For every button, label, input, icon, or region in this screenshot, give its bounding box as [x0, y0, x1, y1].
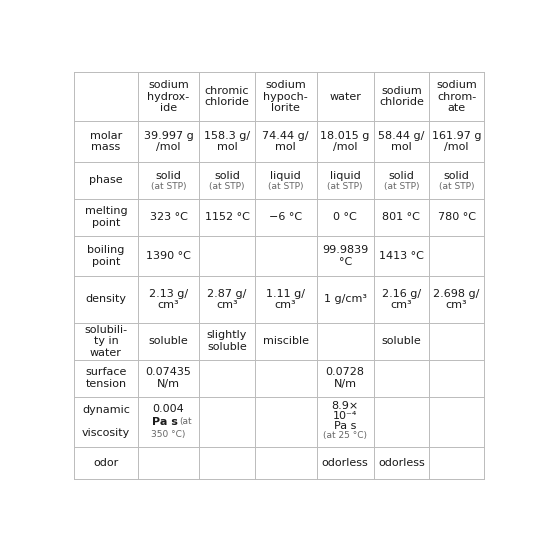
Text: 1.11 g/
cm³: 1.11 g/ cm³: [266, 288, 305, 310]
Text: sodium
hydrox-
ide: sodium hydrox- ide: [147, 80, 190, 113]
Text: (at STP): (at STP): [268, 183, 304, 191]
Text: 2.13 g/
cm³: 2.13 g/ cm³: [149, 288, 188, 310]
Text: solid: solid: [389, 171, 414, 181]
Text: 0 °C: 0 °C: [334, 212, 357, 222]
Text: miscible: miscible: [263, 336, 308, 346]
Text: Pa s: Pa s: [334, 421, 356, 431]
Text: 158.3 g/
mol: 158.3 g/ mol: [204, 131, 250, 153]
Text: 0.07435
N/m: 0.07435 N/m: [146, 367, 191, 389]
Text: 2.698 g/
cm³: 2.698 g/ cm³: [433, 288, 480, 310]
Text: water: water: [329, 92, 361, 101]
Text: 39.997 g
/mol: 39.997 g /mol: [144, 131, 193, 153]
Text: 2.87 g/
cm³: 2.87 g/ cm³: [208, 288, 247, 310]
Text: 161.97 g
/mol: 161.97 g /mol: [432, 131, 481, 153]
Text: slightly
soluble: slightly soluble: [207, 330, 247, 352]
Text: soluble: soluble: [149, 336, 189, 346]
Text: density: density: [86, 294, 126, 304]
Text: molar
mass: molar mass: [90, 131, 122, 153]
Text: 8.9×: 8.9×: [331, 401, 359, 411]
Text: 58.44 g/
mol: 58.44 g/ mol: [378, 131, 425, 153]
Text: sodium
chrom-
ate: sodium chrom- ate: [437, 80, 477, 113]
Text: 801 °C: 801 °C: [383, 212, 420, 222]
Text: 350 °C): 350 °C): [152, 429, 186, 439]
Text: (at 25 °C): (at 25 °C): [323, 431, 367, 440]
Text: (at STP): (at STP): [151, 183, 186, 191]
Text: odorless: odorless: [378, 458, 425, 468]
Text: melting
point: melting point: [84, 207, 128, 228]
Text: chromic
chloride: chromic chloride: [204, 86, 250, 107]
Text: sodium
chloride: sodium chloride: [379, 86, 424, 107]
Text: odorless: odorless: [322, 458, 368, 468]
Text: (at STP): (at STP): [384, 183, 419, 191]
Text: surface
tension: surface tension: [85, 367, 126, 389]
Text: 10⁻⁴: 10⁻⁴: [333, 411, 358, 421]
Text: solid: solid: [444, 171, 470, 181]
Text: 99.9839
°C: 99.9839 °C: [322, 245, 368, 267]
Text: −6 °C: −6 °C: [269, 212, 302, 222]
Text: 780 °C: 780 °C: [438, 212, 476, 222]
Text: 1 g/cm³: 1 g/cm³: [324, 294, 367, 304]
Text: solid: solid: [214, 171, 240, 181]
Text: (at STP): (at STP): [209, 183, 245, 191]
Text: 74.44 g/
mol: 74.44 g/ mol: [262, 131, 309, 153]
Text: phase: phase: [89, 175, 123, 185]
Text: solubili-
ty in
water: solubili- ty in water: [84, 325, 128, 358]
Text: dynamic

viscosity: dynamic viscosity: [82, 405, 130, 438]
Text: 0.0728
N/m: 0.0728 N/m: [326, 367, 365, 389]
Text: soluble: soluble: [382, 336, 421, 346]
Text: liquid: liquid: [330, 171, 361, 181]
Text: (at: (at: [179, 417, 192, 426]
Text: odor: odor: [93, 458, 119, 468]
Text: 323 °C: 323 °C: [149, 212, 187, 222]
Text: 18.015 g
/mol: 18.015 g /mol: [320, 131, 370, 153]
Text: (at STP): (at STP): [439, 183, 474, 191]
Text: 1413 °C: 1413 °C: [379, 251, 424, 261]
Text: (at STP): (at STP): [328, 183, 363, 191]
Text: sodium
hypoch-
lorite: sodium hypoch- lorite: [263, 80, 308, 113]
Text: 0.004: 0.004: [153, 404, 184, 414]
Text: 1390 °C: 1390 °C: [146, 251, 191, 261]
Text: solid: solid: [155, 171, 181, 181]
Text: boiling
point: boiling point: [87, 245, 125, 267]
Text: 1152 °C: 1152 °C: [204, 212, 250, 222]
Text: Pa s: Pa s: [152, 417, 178, 427]
Text: 2.16 g/
cm³: 2.16 g/ cm³: [382, 288, 421, 310]
Text: liquid: liquid: [270, 171, 301, 181]
